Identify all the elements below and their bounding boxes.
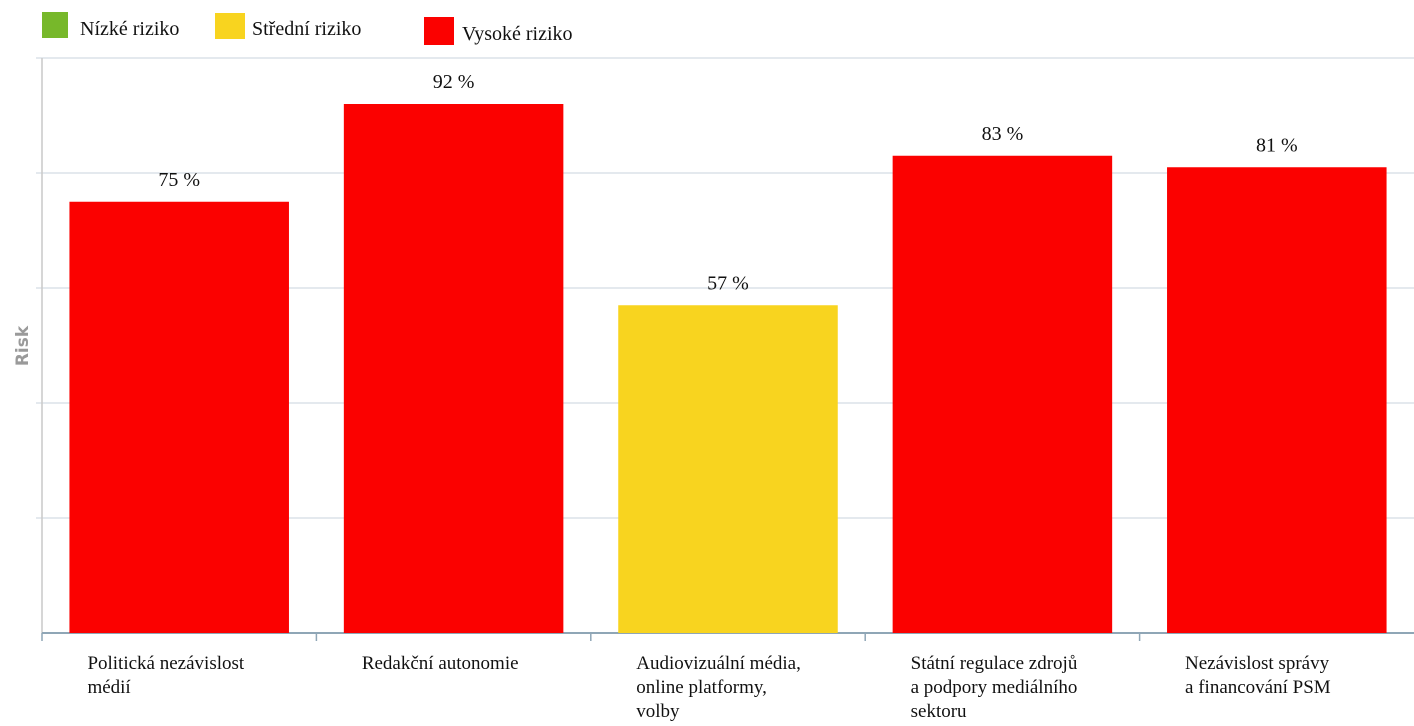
bar (69, 201, 289, 633)
category-labels: Politická nezávislost médií Redakční auton… (87, 653, 1330, 722)
bar (343, 104, 564, 633)
x-tick-label: Redakční autonomie (362, 653, 519, 674)
bar (1167, 167, 1387, 633)
legend: Nízké riziko Střední riziko Vysoké riziko (42, 12, 573, 45)
legend-label: Střední riziko (252, 18, 361, 40)
data-label: 83 % (982, 123, 1024, 145)
y-axis-title: Risk (13, 325, 33, 366)
bar (618, 305, 838, 633)
legend-swatch (424, 17, 454, 45)
legend-swatch (42, 12, 68, 38)
data-labels: 75 % 92 % 57 % 83 % 81 % (158, 71, 1297, 294)
data-label: 57 % (707, 272, 749, 294)
x-tick-label: Nezávislost správy a financování PSM (1185, 653, 1331, 698)
bar (892, 155, 1113, 633)
legend-label: Vysoké riziko (462, 23, 573, 45)
data-label: 75 % (158, 169, 200, 191)
x-tick-label: Státní regulace zdrojů a podpory mediální… (911, 653, 1078, 722)
x-tick-label: Audiovizuální média, online platformy, vol… (636, 653, 801, 722)
legend-label: Nízké riziko (80, 18, 179, 40)
data-label: 81 % (1256, 134, 1298, 156)
legend-swatch (215, 13, 245, 39)
x-tick-label: Politická nezávislost médií (87, 653, 244, 698)
data-label: 92 % (433, 71, 475, 93)
bars (69, 104, 1387, 633)
